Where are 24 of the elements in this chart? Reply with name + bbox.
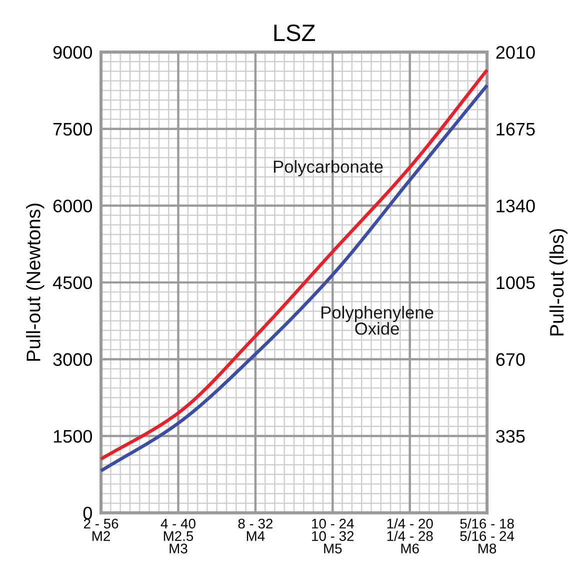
series-label: Polycarbonate	[274, 160, 383, 176]
y-tick-label: 1500	[54, 430, 92, 443]
y2-tick-label: 1340	[496, 200, 535, 212]
y2-tick-label: 670	[496, 353, 525, 366]
y-tick-label: 9000	[53, 46, 92, 59]
x-tick-label: 2 - 56 M2	[84, 518, 118, 541]
x-tick-label: 5/16 - 18 5/16 - 24 M8	[460, 518, 514, 554]
y-tick-label: 3000	[53, 353, 92, 366]
y2-tick-label: 1675	[496, 122, 535, 136]
x-tick-label: 8 - 32 M4	[238, 518, 273, 541]
chart-title: LSZ	[274, 24, 315, 42]
y-tick-label: 4500	[52, 276, 92, 290]
x-tick-label: 10 - 24 10 - 32 M5	[312, 518, 354, 554]
y2-axis-title: Pull-out (lbs)	[549, 229, 568, 336]
x-tick-label: 4 - 40 M2.5 M3	[160, 518, 196, 554]
y-tick-label: 6000	[53, 200, 92, 212]
x-tick-label: 1/4 - 20 1/4 - 28 M6	[387, 518, 433, 554]
y-axis-title: Pull-out (Newtons)	[26, 204, 44, 361]
y2-tick-label: 335	[496, 430, 525, 443]
series-label: Polyphenylene Oxide	[322, 306, 434, 335]
y2-tick-label: 2010	[496, 46, 535, 59]
y2-tick-label: 1005	[496, 276, 535, 290]
y-tick-label: 7500	[53, 122, 92, 136]
y-tick-label: 0	[83, 506, 92, 520]
